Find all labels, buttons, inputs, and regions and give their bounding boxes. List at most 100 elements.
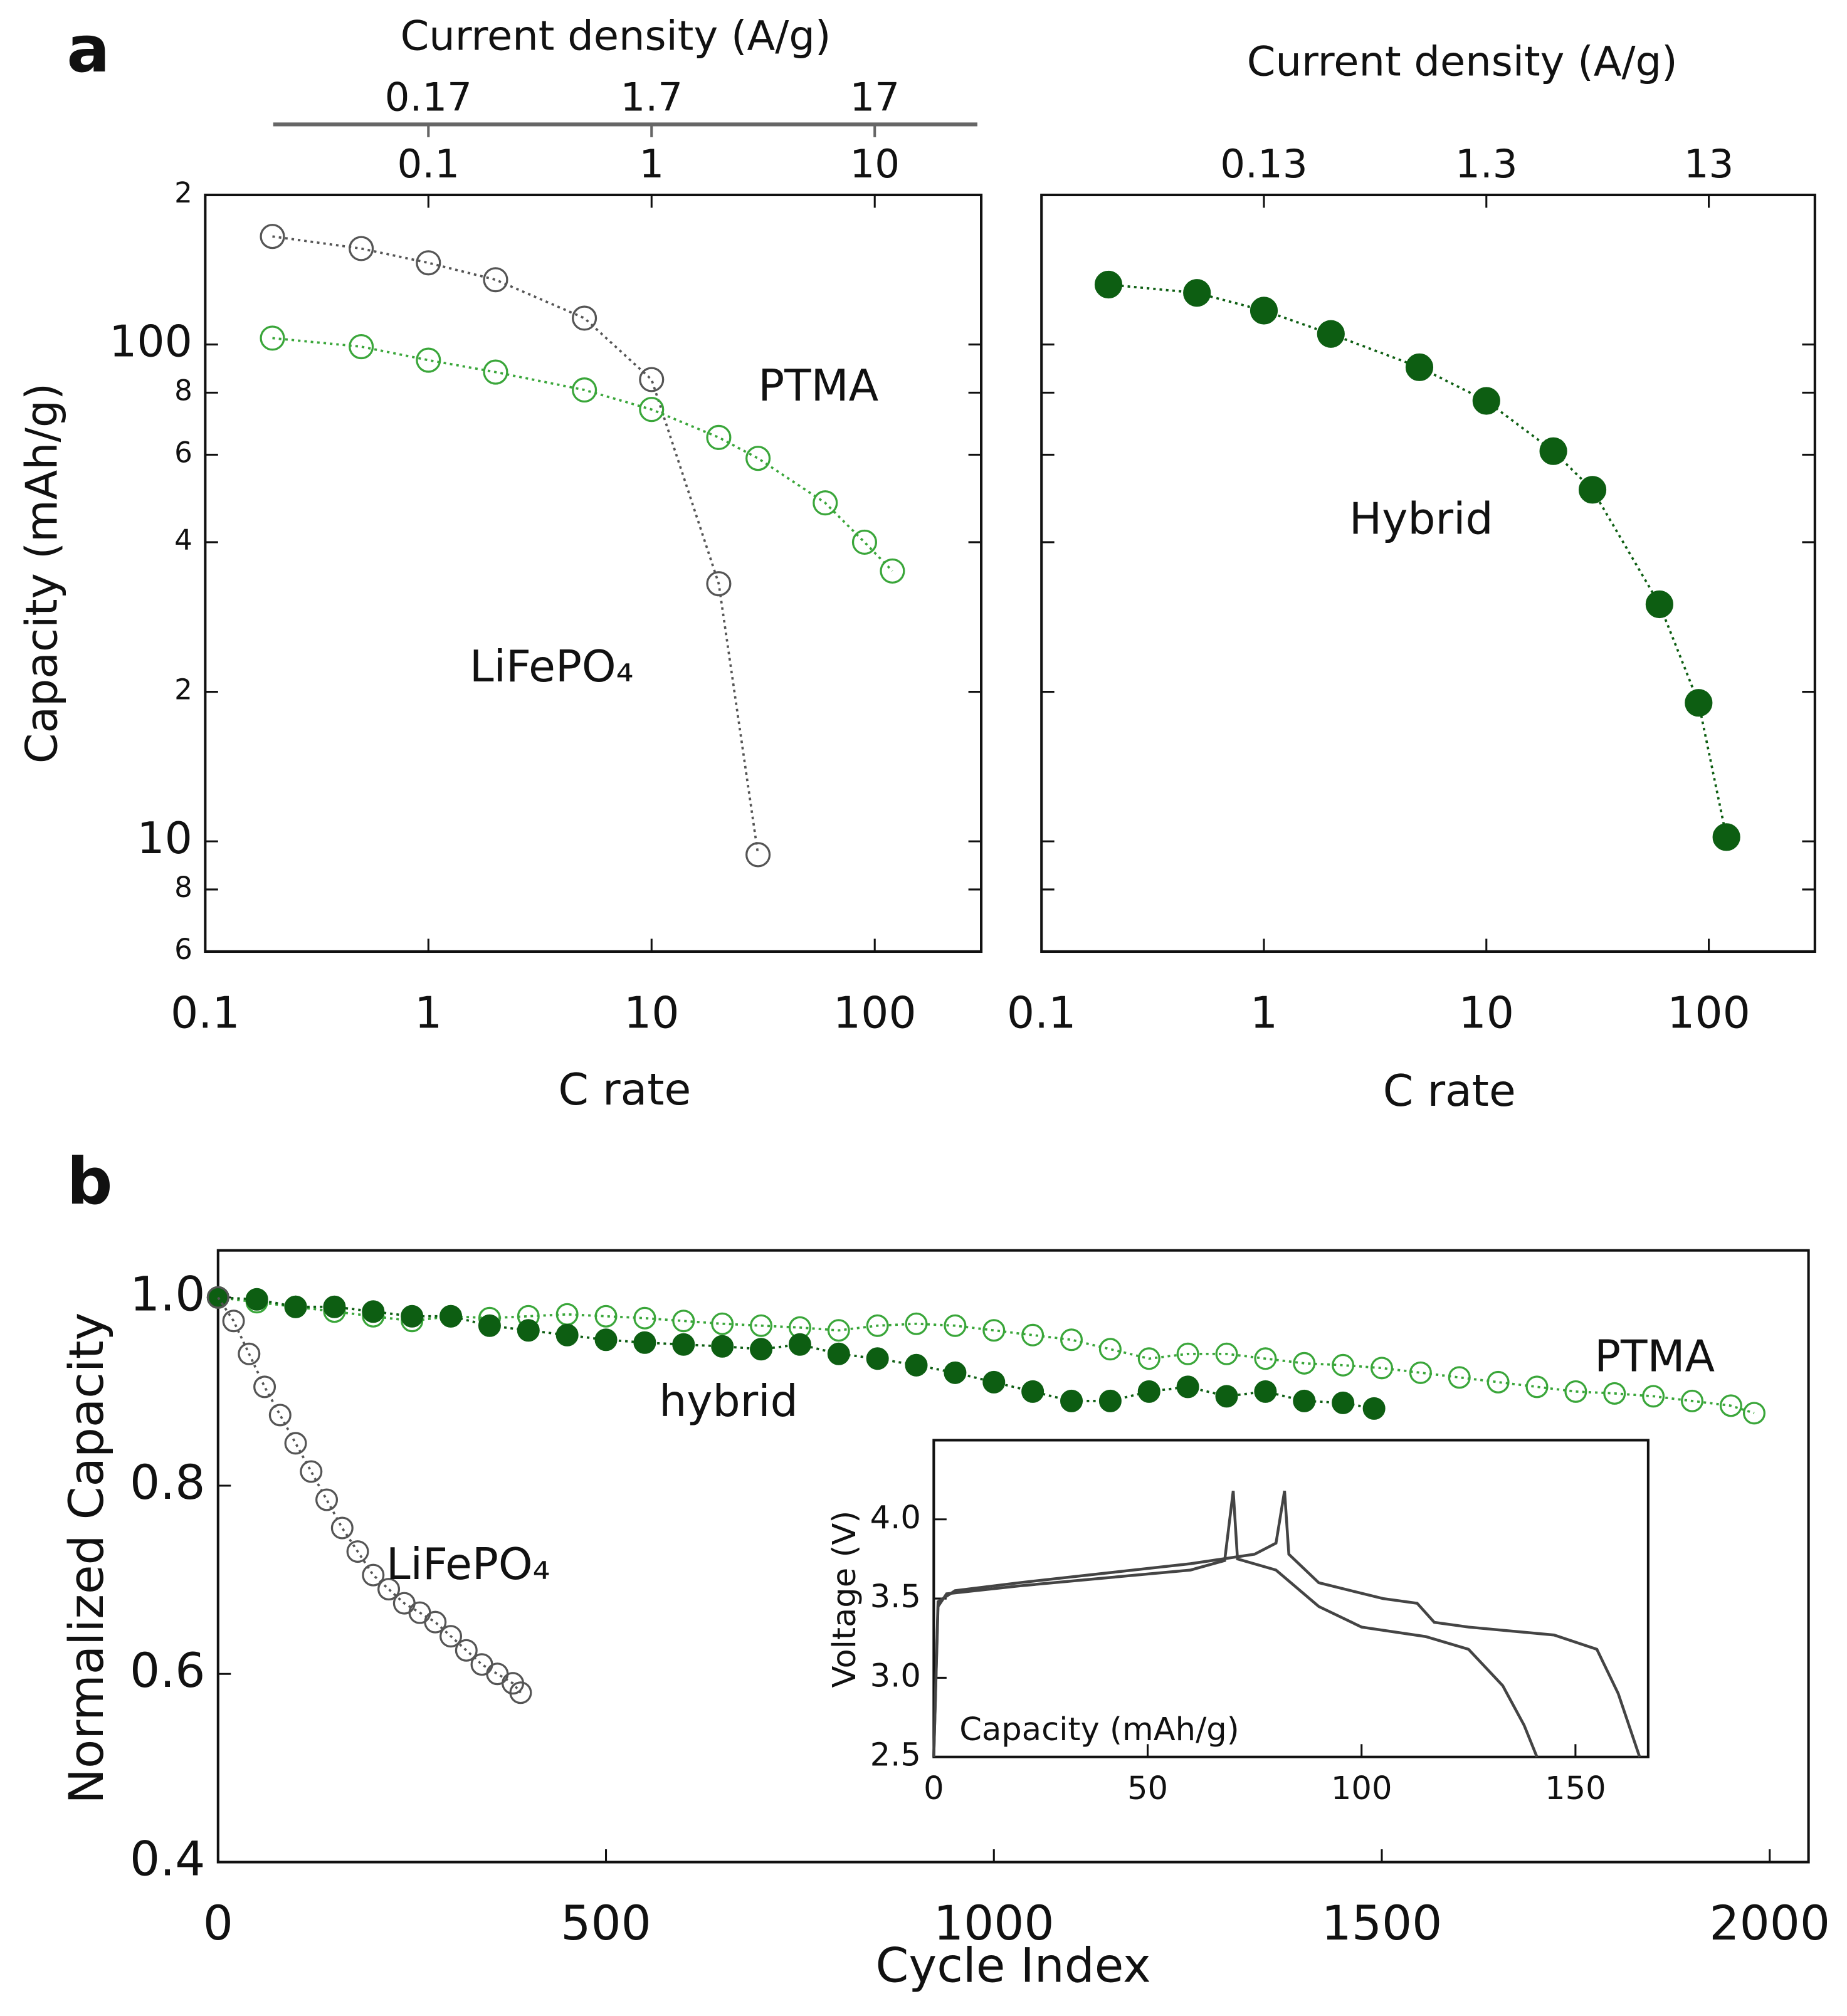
marker bbox=[1539, 437, 1567, 465]
marker bbox=[455, 1639, 478, 1662]
marker bbox=[206, 1286, 229, 1309]
marker bbox=[711, 1312, 734, 1335]
x-tick-label: 10 bbox=[624, 987, 680, 1038]
marker bbox=[1176, 1375, 1199, 1399]
marker bbox=[555, 1323, 579, 1347]
marker bbox=[706, 424, 732, 450]
marker bbox=[1487, 1370, 1510, 1394]
x-tick-label: 100 bbox=[1331, 1770, 1392, 1807]
marker bbox=[284, 1432, 307, 1455]
x-axis-title: Cycle Index bbox=[876, 1938, 1151, 1993]
marker bbox=[416, 250, 441, 276]
y-tick-label: 3.5 bbox=[870, 1578, 921, 1615]
x-tick-label: 1 bbox=[1250, 987, 1278, 1038]
marker bbox=[1317, 320, 1345, 348]
x-tick-label: 100 bbox=[1667, 987, 1750, 1038]
marker bbox=[1254, 1347, 1277, 1370]
top-tick-label: 0.13 bbox=[1220, 141, 1307, 187]
y-tick-label: 0.6 bbox=[130, 1643, 205, 1698]
marker bbox=[300, 1460, 323, 1483]
marker bbox=[1448, 1366, 1471, 1389]
marker bbox=[260, 224, 285, 249]
marker bbox=[788, 1333, 811, 1356]
marker bbox=[1293, 1352, 1316, 1375]
y-tick-label: 100 bbox=[109, 317, 192, 367]
x-axis-title: C rate bbox=[558, 1064, 691, 1115]
marker bbox=[1021, 1380, 1045, 1403]
marker bbox=[260, 325, 285, 351]
marker bbox=[905, 1353, 928, 1377]
marker bbox=[315, 1488, 339, 1511]
marker bbox=[866, 1314, 889, 1337]
marker bbox=[672, 1333, 695, 1356]
marker bbox=[323, 1295, 346, 1318]
marker bbox=[1712, 823, 1740, 851]
top-tick-label: 1.7 bbox=[620, 75, 683, 120]
marker bbox=[362, 1300, 385, 1323]
marker bbox=[1332, 1353, 1355, 1377]
marker bbox=[517, 1319, 540, 1342]
marker bbox=[222, 1310, 245, 1333]
y-tick-label: 6 bbox=[174, 933, 192, 966]
y-tick-label: 1.0 bbox=[130, 1267, 205, 1322]
series-label: LiFePO₄ bbox=[386, 1539, 550, 1590]
plot-frame bbox=[932, 1439, 1650, 1758]
marker bbox=[253, 1375, 276, 1399]
marker bbox=[1137, 1380, 1160, 1403]
marker bbox=[1742, 1402, 1765, 1425]
series-line bbox=[932, 1491, 1539, 1758]
x-tick-label: 1500 bbox=[1322, 1896, 1443, 1951]
marker bbox=[1405, 353, 1434, 381]
marker bbox=[478, 1314, 501, 1337]
y-tick-label: 8 bbox=[174, 374, 192, 407]
plot-frame bbox=[204, 193, 983, 953]
marker bbox=[362, 1563, 385, 1587]
marker bbox=[424, 1610, 447, 1634]
marker bbox=[1564, 1380, 1587, 1403]
marker bbox=[483, 359, 508, 385]
series-line bbox=[272, 235, 759, 855]
top-tick-label: 17 bbox=[850, 75, 900, 120]
marker bbox=[1719, 1394, 1742, 1417]
marker bbox=[1137, 1347, 1160, 1370]
y-tick-label: 3.0 bbox=[870, 1657, 921, 1694]
marker bbox=[750, 1338, 773, 1361]
top-axis-title: Current density (A/g) bbox=[401, 12, 831, 60]
marker bbox=[1098, 1338, 1122, 1361]
marker bbox=[866, 1347, 889, 1370]
marker bbox=[1254, 1380, 1277, 1403]
y-tick-label: 2 bbox=[174, 176, 192, 209]
x-tick-label: 500 bbox=[560, 1896, 651, 1951]
x-tick-label: 50 bbox=[1127, 1770, 1168, 1807]
series-line bbox=[272, 337, 893, 572]
series-label: PTMA bbox=[1594, 1331, 1715, 1382]
marker bbox=[1183, 279, 1211, 307]
marker bbox=[1250, 297, 1278, 325]
top-tick-label: 10 bbox=[850, 141, 900, 187]
y-tick-label: 0.4 bbox=[130, 1831, 205, 1886]
marker bbox=[1685, 689, 1713, 717]
marker bbox=[1293, 1389, 1316, 1412]
marker bbox=[1472, 387, 1500, 415]
marker bbox=[1094, 270, 1123, 299]
marker bbox=[594, 1328, 618, 1352]
marker bbox=[851, 529, 877, 555]
marker bbox=[284, 1295, 307, 1318]
marker bbox=[594, 1305, 618, 1328]
y-axis-title: Voltage (V) bbox=[826, 1511, 863, 1688]
y-tick-label: 6 bbox=[174, 436, 192, 469]
y-tick-label: 2 bbox=[174, 673, 192, 706]
top-tick-label: 1.3 bbox=[1455, 141, 1518, 187]
marker bbox=[572, 305, 597, 331]
marker bbox=[1645, 590, 1673, 619]
top-tick-label: 1 bbox=[639, 141, 664, 187]
marker bbox=[633, 1331, 656, 1354]
marker bbox=[238, 1342, 261, 1365]
y-tick-label: 2.5 bbox=[870, 1737, 921, 1774]
marker bbox=[401, 1305, 424, 1328]
series-line bbox=[932, 1490, 1641, 1758]
marker bbox=[1098, 1389, 1122, 1412]
marker bbox=[572, 377, 597, 403]
series-label: hybrid bbox=[659, 1376, 797, 1427]
